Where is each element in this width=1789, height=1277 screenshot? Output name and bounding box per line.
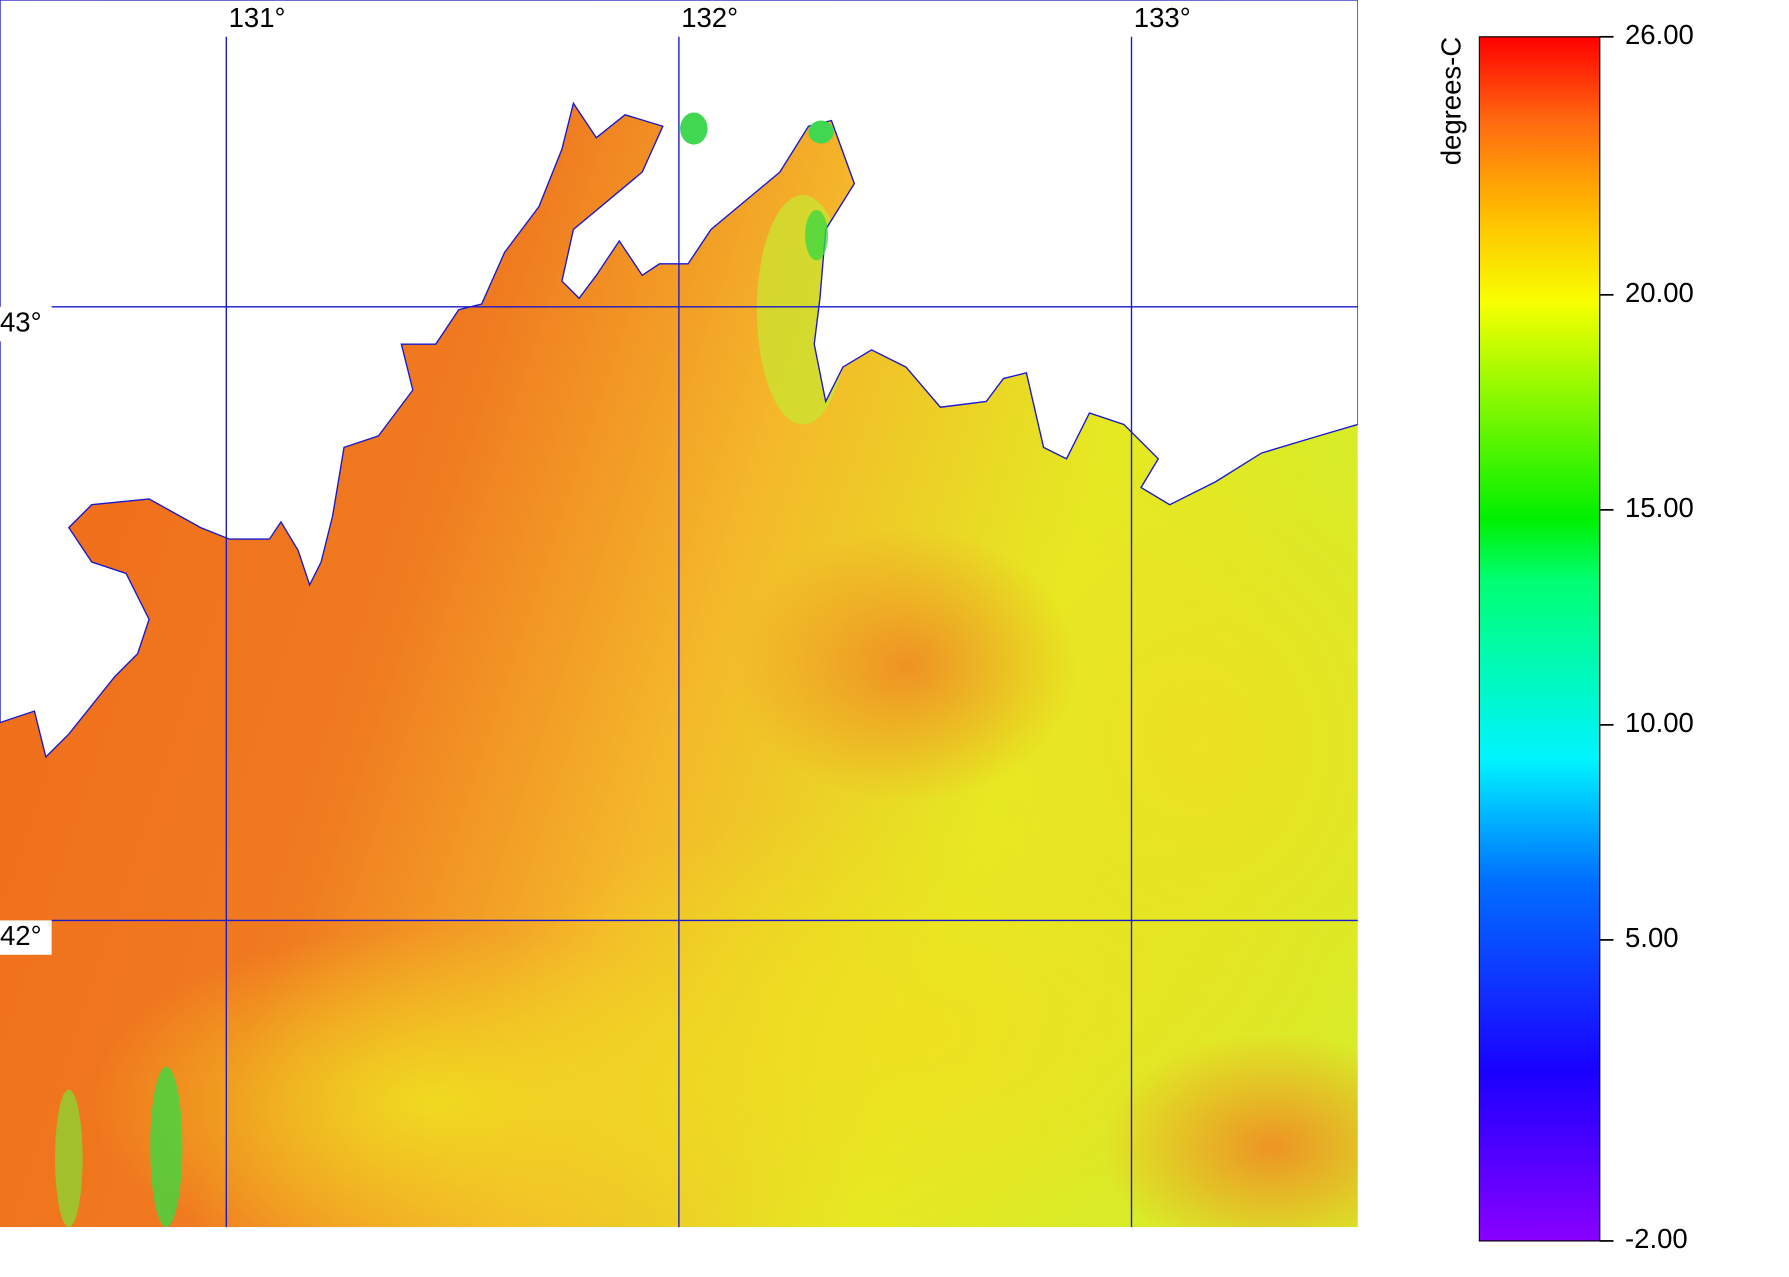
label-box	[0, 306, 52, 342]
colorbar-tick-label: -2.00	[1625, 1223, 1688, 1254]
colorbar-label: degrees-C	[1435, 37, 1466, 165]
colorbar-tick-label: 15.00	[1625, 492, 1694, 523]
colorbar-tick-label: 20.00	[1625, 277, 1694, 308]
x-tick-label: 131°	[229, 2, 286, 33]
x-tick-label: 132°	[681, 2, 738, 33]
y-tick-label: 42°	[0, 920, 42, 951]
y-tick-label: 43°	[0, 306, 42, 337]
colorbar-tick-label: 26.00	[1625, 19, 1694, 50]
sst-raster	[0, 0, 1358, 1228]
label-box	[0, 920, 52, 955]
x-tick-label: 133°	[1134, 2, 1191, 33]
colorbar	[1478, 36, 1601, 1242]
colorbar-tick-label: 10.00	[1625, 707, 1694, 738]
colorbar-tick-label: 5.00	[1625, 922, 1679, 953]
